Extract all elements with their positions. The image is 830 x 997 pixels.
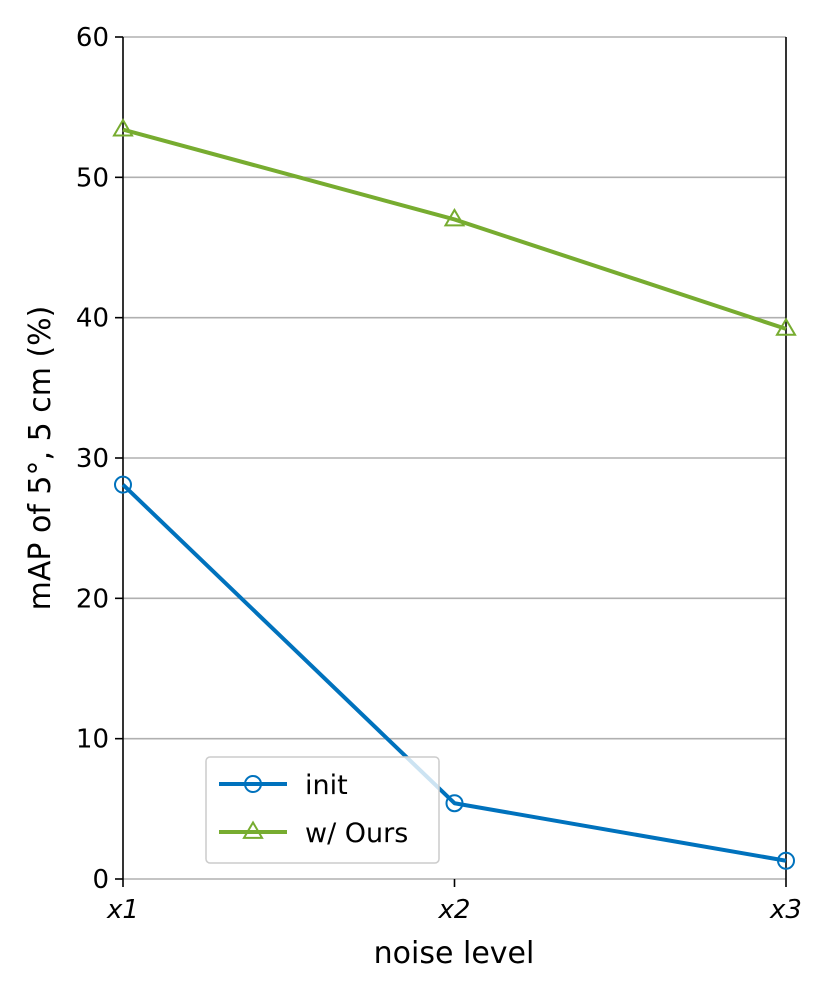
y-axis-label: mAP of 5°, 5 cm (%) <box>23 306 58 611</box>
legend-marker-triangle <box>242 820 264 839</box>
series-line <box>122 127 787 331</box>
legend-item: w/ Ours <box>219 818 408 849</box>
y-tick-label: 10 <box>76 725 109 755</box>
legend-item: init <box>219 770 348 801</box>
data-point-circle <box>445 794 464 813</box>
data-point-triangle <box>775 317 797 336</box>
y-ticks: 0 10 20 30 40 50 60 <box>76 23 123 895</box>
x-ticks: x1 x2 x3 <box>106 879 802 925</box>
data-point-triangle <box>112 118 134 137</box>
series-ours <box>112 118 797 336</box>
data-point-circle <box>777 851 795 870</box>
y-tick-label: 30 <box>76 444 109 474</box>
x-axis-label: noise level <box>374 936 535 971</box>
y-tick-label: 50 <box>76 163 109 193</box>
y-tick-label: 0 <box>92 865 109 895</box>
data-point-triangle <box>443 207 466 227</box>
y-tick-label: 40 <box>76 304 109 334</box>
grid-lines <box>123 36 786 880</box>
series-line <box>121 483 787 863</box>
x-tick-label: x2 <box>438 895 471 925</box>
plot-series <box>112 118 797 870</box>
data-point-circle <box>114 475 132 494</box>
series-init <box>114 475 795 870</box>
x-tick-label: x3 <box>769 895 802 925</box>
legend-label: w/ Ours <box>305 818 408 849</box>
x-tick-label: x1 <box>106 895 139 925</box>
legend: init w/ Ours <box>205 756 440 864</box>
legend-label: init <box>305 770 348 801</box>
y-tick-label: 60 <box>76 23 109 53</box>
y-tick-label: 20 <box>76 584 109 614</box>
legend-marker-circle <box>244 775 262 793</box>
